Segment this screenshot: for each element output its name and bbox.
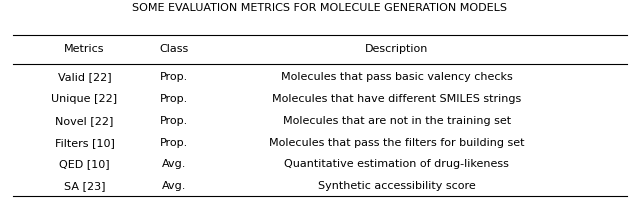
Text: Class: Class: [159, 44, 189, 55]
Text: Prop.: Prop.: [160, 138, 188, 148]
Text: Prop.: Prop.: [160, 116, 188, 126]
Text: Description: Description: [365, 44, 429, 55]
Text: Prop.: Prop.: [160, 94, 188, 104]
Text: Filters [10]: Filters [10]: [54, 138, 115, 148]
Text: Prop.: Prop.: [160, 72, 188, 82]
Text: Novel [22]: Novel [22]: [55, 116, 114, 126]
Text: SA [23]: SA [23]: [64, 181, 105, 191]
Text: Quantitative estimation of drug-likeness: Quantitative estimation of drug-likeness: [284, 159, 509, 169]
Text: Unique [22]: Unique [22]: [51, 94, 118, 104]
Text: QED [10]: QED [10]: [59, 159, 110, 169]
Text: Valid [22]: Valid [22]: [58, 72, 111, 82]
Text: Synthetic accessibility score: Synthetic accessibility score: [318, 181, 476, 191]
Text: Molecules that pass basic valency checks: Molecules that pass basic valency checks: [281, 72, 513, 82]
Text: Avg.: Avg.: [162, 181, 186, 191]
Text: Metrics: Metrics: [64, 44, 105, 55]
Text: Molecules that have different SMILES strings: Molecules that have different SMILES str…: [272, 94, 522, 104]
Text: Molecules that pass the filters for building set: Molecules that pass the filters for buil…: [269, 138, 525, 148]
Text: Molecules that are not in the training set: Molecules that are not in the training s…: [283, 116, 511, 126]
Text: SOME EVALUATION METRICS FOR MOLECULE GENERATION MODELS: SOME EVALUATION METRICS FOR MOLECULE GEN…: [132, 3, 508, 13]
Text: Avg.: Avg.: [162, 159, 186, 169]
